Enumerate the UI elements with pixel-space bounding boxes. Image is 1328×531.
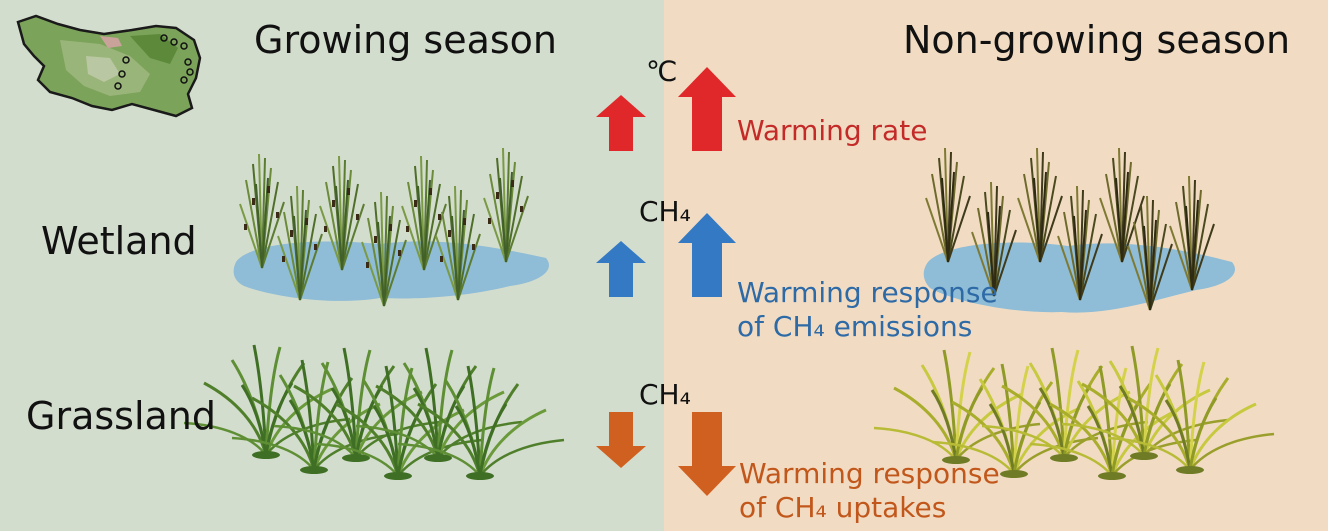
ch4-uptake-arrow-non-growing xyxy=(678,412,736,496)
uptakes-annotation-line1: Warming response xyxy=(739,457,1000,490)
non-growing-season-title: Non-growing season xyxy=(903,18,1291,62)
uptakes-annotation-line2: of CH₄ uptakes xyxy=(739,491,947,524)
ch4-uptake-arrow-growing xyxy=(596,412,646,468)
temperature-unit-label: ℃ xyxy=(646,55,678,88)
ch4-grassland-label: CH₄ xyxy=(639,378,691,411)
warming-rate-arrow-non-growing xyxy=(678,67,736,151)
wetland-growing-illustration xyxy=(233,147,549,307)
emissions-annotation-line2: of CH₄ emissions xyxy=(737,310,973,343)
wetland-label: Wetland xyxy=(41,219,197,263)
grassland-label: Grassland xyxy=(26,394,216,438)
emissions-annotation-line1: Warming response xyxy=(737,276,998,309)
warming-rate-annotation: Warming rate xyxy=(737,114,928,147)
wetland-non-growing-illustration xyxy=(923,147,1235,313)
growing-season-title: Growing season xyxy=(254,18,557,62)
ch4-emission-arrow-non-growing xyxy=(678,213,736,297)
grassland-growing-illustration xyxy=(182,343,566,482)
ch4-wetland-label: CH₄ xyxy=(639,195,691,228)
plateau-map-icon xyxy=(16,14,202,118)
warming-rate-arrow-growing xyxy=(596,95,646,151)
ch4-emission-arrow-growing xyxy=(596,241,646,297)
